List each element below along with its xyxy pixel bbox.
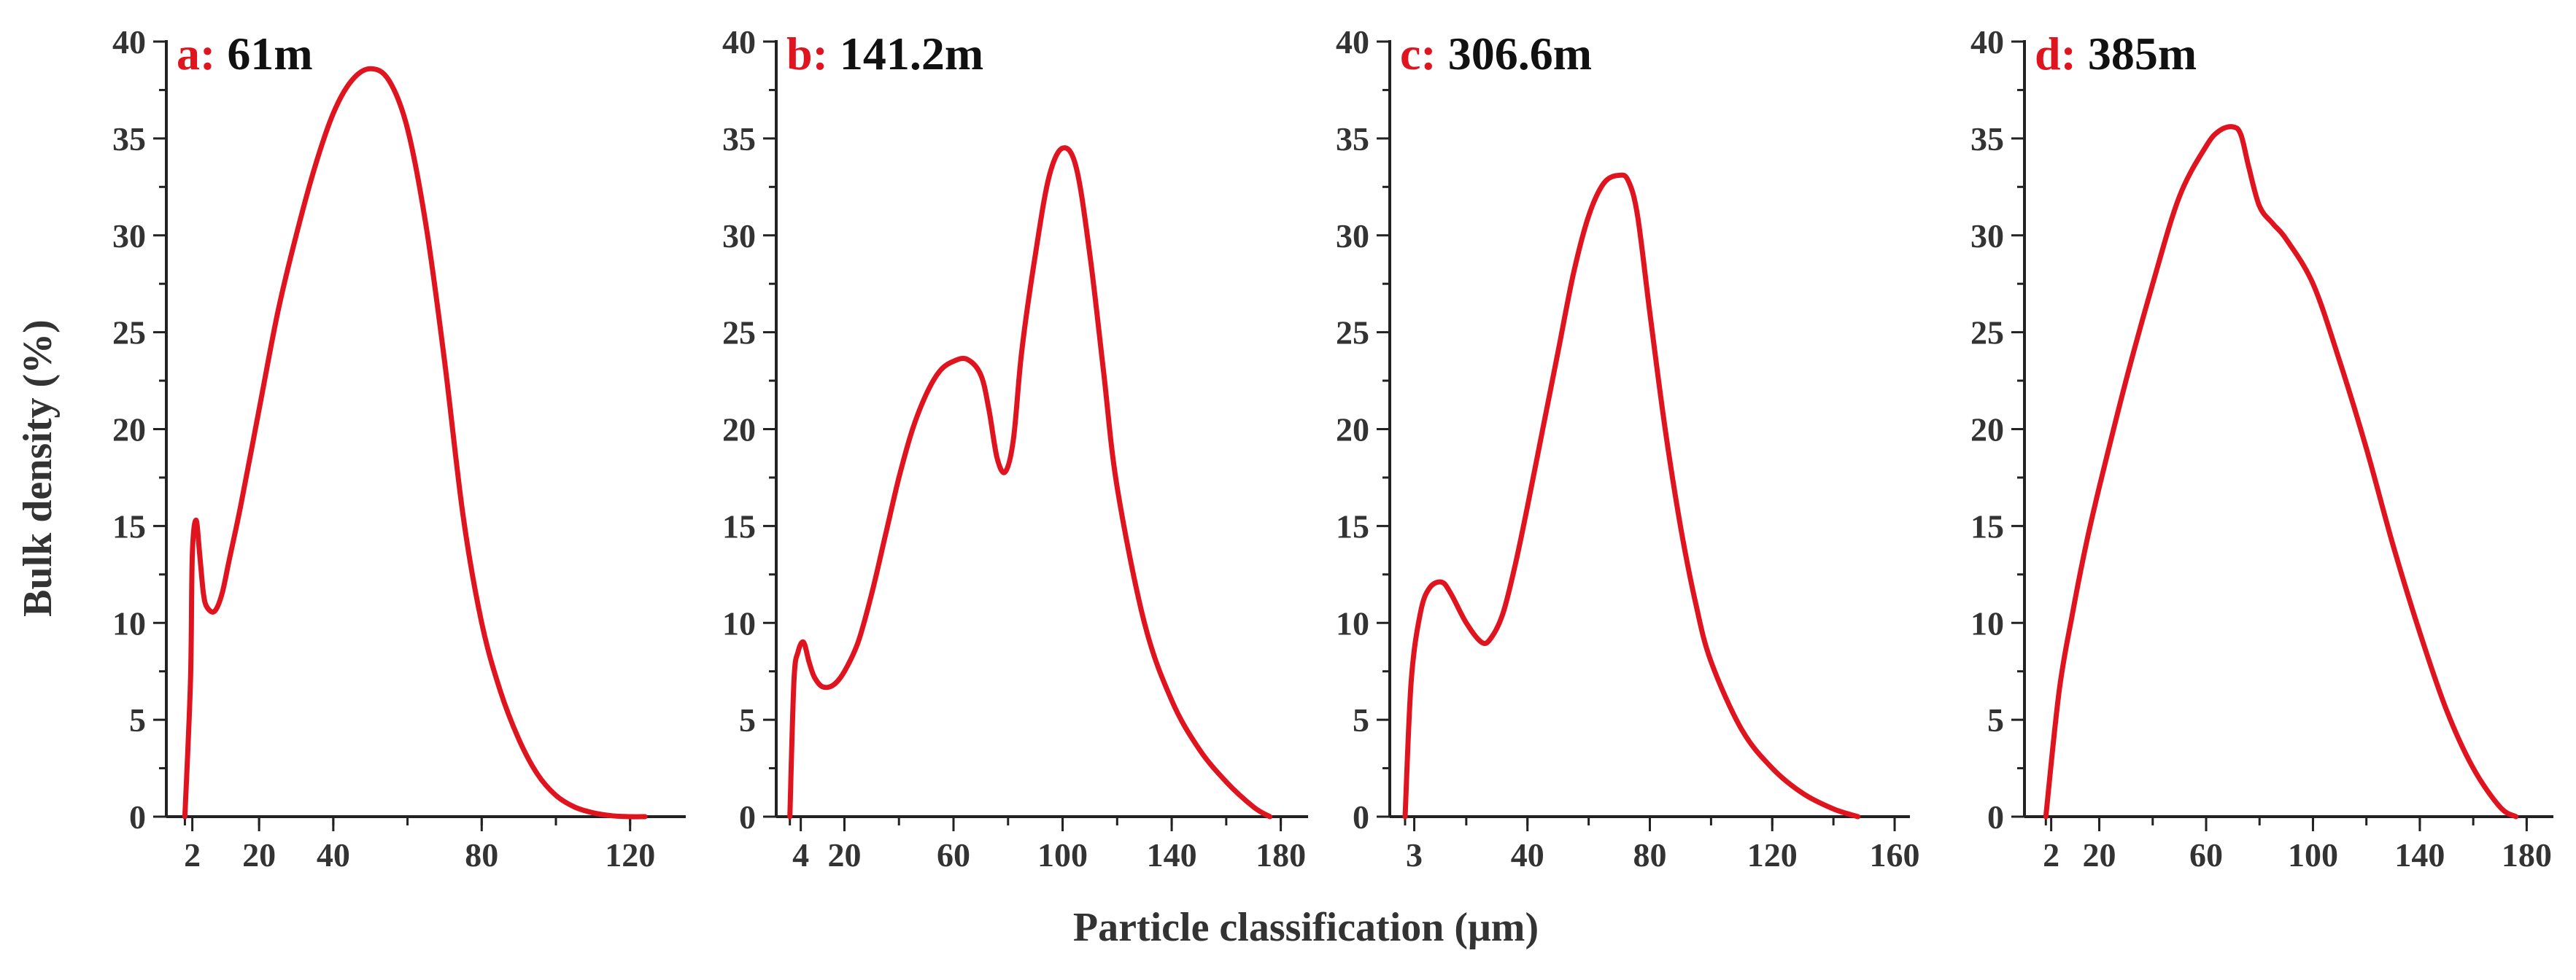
series-line-d: [2043, 124, 2519, 820]
panel-title-b: b: 141.2m: [786, 28, 983, 79]
panel-depth-b: 141.2m: [840, 28, 983, 79]
y-tick-label-b-15: 15: [722, 508, 756, 545]
y-tick-label-c-10: 10: [1336, 604, 1369, 642]
y-tick-label-d-15: 15: [1970, 508, 2004, 545]
y-tick-label-b-35: 35: [722, 120, 756, 158]
x-axis-title: Particle classification (μm): [1073, 905, 1539, 950]
y-tick-label-a-30: 30: [112, 217, 146, 254]
panel-d: 0 5 10 15 20 25 30 35 40 2 20 60 100 140 180 d: 385m: [1970, 23, 2553, 874]
y-tick-label-c-15: 15: [1336, 508, 1369, 545]
panel-b: 0 5 10 15 20 25 30 35 40 4 20 60 100 140 180 b: 141.2m: [722, 23, 1308, 874]
panel-c: 0 5 10 15 20 25 30 35 40 3 40 80 120 160 c: 306.6m: [1336, 23, 1920, 874]
y-tick-label-c-30: 30: [1336, 217, 1369, 254]
y-tick-label-c-5: 5: [1353, 701, 1369, 739]
panel-depth-a: 61m: [227, 28, 312, 79]
panel-label-a: a:: [177, 28, 215, 79]
x-tick-label-a-40: 40: [317, 836, 350, 874]
x-tick-label-c-120: 120: [1747, 836, 1798, 874]
y-tick-label-d-35: 35: [1970, 120, 2004, 158]
y-tick-label-d-0: 0: [1987, 798, 2004, 836]
y-tick-label-c-25: 25: [1336, 314, 1369, 351]
y-tick-label-b-25: 25: [722, 314, 756, 351]
y-tick-label-a-25: 25: [112, 314, 146, 351]
y-tick-label-b-10: 10: [722, 604, 756, 642]
y-tick-label-d-10: 10: [1970, 604, 2004, 642]
y-tick-label-d-30: 30: [1970, 217, 2004, 254]
y-tick-label-a-5: 5: [129, 701, 146, 739]
x-tick-label-b-100: 100: [1037, 836, 1088, 874]
panel-label-d: d:: [2035, 28, 2076, 79]
y-tick-label-c-35: 35: [1336, 120, 1369, 158]
x-tick-label-d-2: 2: [2043, 836, 2059, 874]
y-tick-label-b-40: 40: [722, 23, 756, 61]
x-tick-label-b-60: 60: [937, 836, 970, 874]
y-tick-label-b-0: 0: [739, 798, 756, 836]
y-tick-label-b-5: 5: [739, 701, 756, 739]
panel-depth-c: 306.6m: [1448, 28, 1592, 79]
x-tick-label-b-180: 180: [1256, 836, 1306, 874]
y-axis-title: Bulk density (%): [15, 319, 61, 617]
y-tick-label-c-40: 40: [1336, 23, 1369, 61]
y-tick-label-a-10: 10: [112, 604, 146, 642]
y-tick-label-a-35: 35: [112, 120, 146, 158]
panel-label-c: c:: [1400, 28, 1436, 79]
series-line-c: [1402, 172, 1861, 820]
x-tick-label-c-3: 3: [1406, 836, 1423, 874]
x-tick-label-d-100: 100: [2288, 836, 2338, 874]
y-tick-label-d-20: 20: [1970, 411, 2004, 448]
panel-title-d: d: 385m: [2035, 28, 2197, 79]
x-tick-label-b-20: 20: [827, 836, 861, 874]
y-tick-label-d-5: 5: [1987, 701, 2004, 739]
panel-title-a: a: 61m: [177, 28, 313, 79]
x-tick-label-c-80: 80: [1633, 836, 1667, 874]
x-tick-label-d-140: 140: [2394, 836, 2445, 874]
y-tick-label-a-40: 40: [112, 23, 146, 61]
x-tick-label-a-2: 2: [184, 836, 201, 874]
panel-title-c: c: 306.6m: [1400, 28, 1592, 79]
y-tick-label-b-20: 20: [722, 411, 756, 448]
x-tick-label-c-160: 160: [1870, 836, 1920, 874]
x-tick-label-d-60: 60: [2189, 836, 2223, 874]
y-tick-label-a-20: 20: [112, 411, 146, 448]
x-tick-label-a-120: 120: [605, 836, 655, 874]
panel-depth-d: 385m: [2088, 28, 2197, 79]
x-tick-label-a-20: 20: [242, 836, 276, 874]
y-tick-label-d-40: 40: [1970, 23, 2004, 61]
y-tick-label-c-0: 0: [1353, 798, 1369, 836]
x-tick-label-d-180: 180: [2502, 836, 2552, 874]
x-tick-label-a-80: 80: [465, 836, 498, 874]
x-tick-label-d-20: 20: [2083, 836, 2116, 874]
y-tick-label-a-0: 0: [129, 798, 146, 836]
panel-a: 0 5 10 15 20 25 30 35 40 2 20 40 80 120 a: 61m: [112, 23, 686, 874]
x-tick-label-b-4: 4: [792, 836, 809, 874]
x-tick-label-b-140: 140: [1147, 836, 1197, 874]
y-tick-label-d-25: 25: [1970, 314, 2004, 351]
series-line-a: [182, 66, 648, 820]
y-tick-label-c-20: 20: [1336, 411, 1369, 448]
x-tick-label-c-40: 40: [1511, 836, 1544, 874]
series-line-b: [787, 145, 1273, 820]
panel-label-b: b:: [786, 28, 828, 79]
y-tick-label-a-15: 15: [112, 508, 146, 545]
y-tick-label-b-30: 30: [722, 217, 756, 254]
